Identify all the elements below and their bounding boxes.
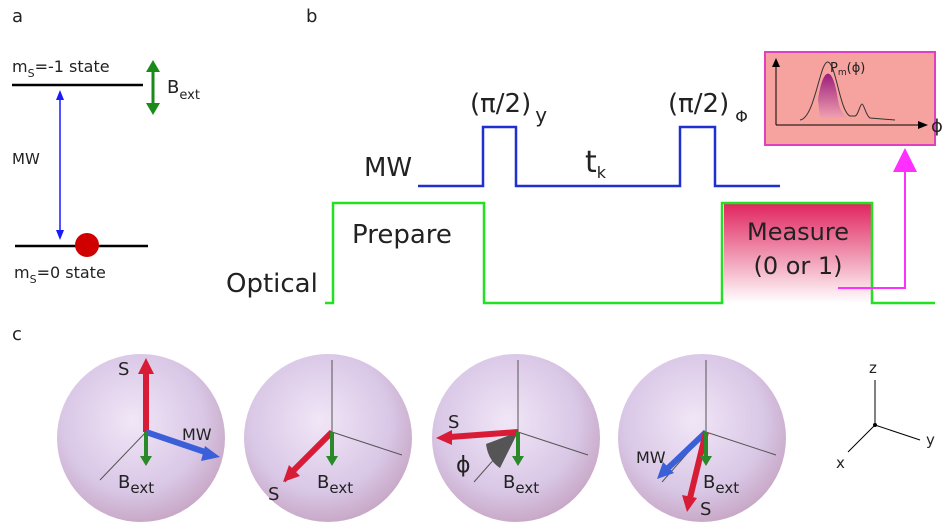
spin-label: S: [268, 484, 279, 505]
inset-x-label: ϕ: [931, 116, 943, 137]
label-part: B: [503, 472, 515, 493]
label-sub: S: [30, 273, 37, 286]
panel-label: a: [12, 6, 23, 27]
measure-label: (0 or 1): [753, 252, 842, 280]
mw-label: MW: [636, 448, 666, 467]
label-part: =-1 state: [35, 57, 110, 76]
label-sub: ext: [179, 88, 200, 103]
inset-y-label: Pm(ϕ): [830, 61, 865, 78]
label-part: t: [585, 145, 597, 180]
axis-line: [848, 425, 875, 452]
label-sub: k: [597, 163, 607, 182]
coordinate-axes: z y x: [836, 359, 935, 472]
label-sub: S: [28, 67, 35, 80]
panel-label: b: [306, 6, 317, 27]
label-sub: ext: [130, 479, 154, 497]
transition-label: MW: [12, 150, 40, 168]
sphere-3: S ϕ Bext: [432, 354, 600, 522]
arrow-head: [893, 148, 917, 172]
sphere-4: MW S Bext: [618, 354, 786, 522]
label-sub: ext: [515, 479, 539, 497]
label-part: P: [830, 61, 838, 76]
figure: a b c mS=-1 state mS=0 state Bext MW (π/…: [0, 0, 943, 523]
arrow-head: [146, 60, 160, 72]
spin-label: S: [700, 499, 711, 520]
label-part: B: [167, 77, 179, 98]
optical-label: Optical: [226, 269, 318, 299]
pulse-label: (π/2) Φ: [668, 89, 748, 126]
label-part: (ϕ): [847, 61, 866, 76]
prepare-label: Prepare: [352, 220, 452, 250]
label-part: B: [118, 472, 130, 493]
population: [75, 233, 99, 257]
spin-label: S: [118, 359, 129, 380]
origin: [873, 423, 877, 427]
arrow-head: [146, 103, 160, 115]
angle-label: ϕ: [456, 453, 471, 478]
sphere-2: S Bext: [244, 354, 412, 522]
inset: Pm(ϕ) ϕ: [765, 52, 943, 145]
label-part: m: [12, 57, 28, 76]
label-part: B: [703, 472, 715, 493]
field-label: Bext: [167, 77, 200, 103]
mw-label: MW: [364, 153, 412, 183]
pulse-label: (π/2)y: [470, 89, 547, 127]
axis-label: z: [869, 359, 877, 377]
label-sub: ext: [329, 479, 353, 497]
label-sub: Φ: [735, 107, 748, 126]
label-sub: m: [838, 68, 847, 78]
panel-label: c: [12, 324, 22, 345]
measure-label: Measure: [747, 218, 849, 246]
mw-label: MW: [182, 425, 212, 444]
label-part: B: [317, 472, 329, 493]
axis-line: [875, 425, 920, 440]
lower-state-label: mS=0 state: [14, 263, 106, 286]
spin-label: S: [448, 412, 459, 433]
label-part: (π/2): [668, 89, 729, 119]
label-part: =0 state: [37, 263, 106, 282]
arrow-head: [56, 230, 64, 240]
axis-label: x: [836, 454, 845, 472]
axis-label: y: [926, 431, 935, 449]
label-part: (π/2): [470, 89, 531, 119]
label-sub: ext: [715, 479, 739, 497]
label-part: m: [14, 263, 30, 282]
wait-label: tk: [585, 145, 607, 182]
arrow-head: [56, 90, 64, 100]
upper-state-label: mS=-1 state: [12, 57, 110, 80]
label-sub: y: [535, 103, 547, 127]
level-diagram: mS=-1 state mS=0 state Bext MW: [12, 57, 200, 286]
sphere-1: S MW Bext: [57, 354, 225, 522]
